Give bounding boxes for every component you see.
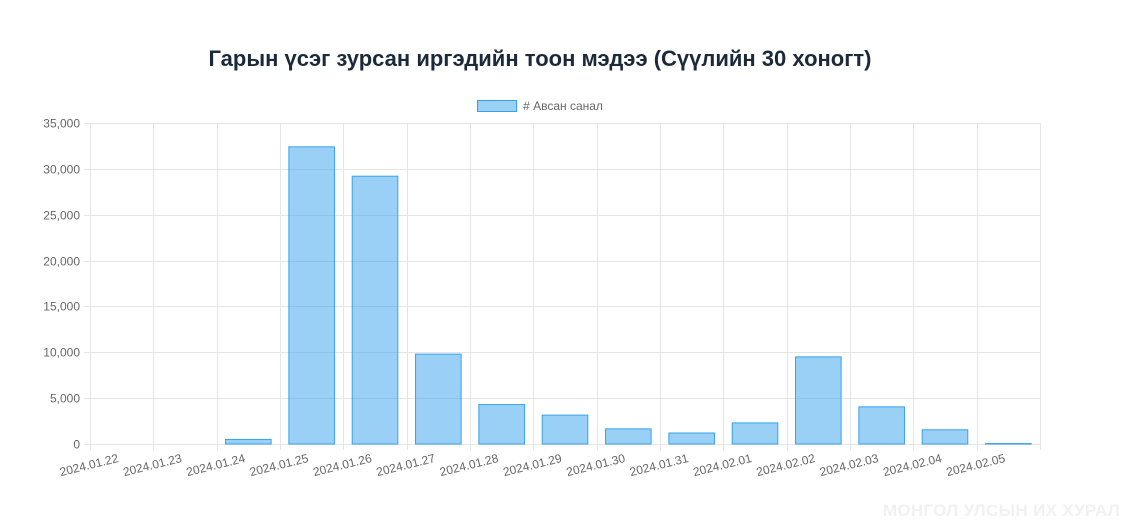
chart-title: Гарын үсэг зурсан иргэдийн тоон мэдээ (С… (208, 46, 872, 71)
bar (415, 353, 462, 445)
x-tick-label: 2024.02.01 (692, 451, 754, 479)
x-tick-label: 2024.01.27 (375, 451, 437, 479)
y-tick-label: 15,000 (43, 300, 80, 314)
bar (921, 429, 969, 445)
y-tick-label: 30,000 (43, 163, 80, 177)
bar (478, 404, 525, 445)
x-tick-label: 2024.01.26 (312, 451, 374, 479)
y-tick-label: 0 (73, 438, 80, 452)
bar (288, 146, 335, 445)
legend-label: # Авсан санал (523, 99, 603, 113)
x-tick-label: 2024.01.24 (185, 451, 247, 479)
watermark: МОНГОЛ УЛСЫН ИХ ХУРАЛ (882, 501, 1120, 520)
y-tick-label: 35,000 (43, 117, 80, 131)
x-tick-label: 2024.02.04 (882, 451, 944, 479)
x-tick-label: 2024.01.25 (248, 451, 310, 479)
bars (225, 146, 1032, 445)
bar (731, 422, 779, 445)
x-tick-label: 2024.01.30 (565, 451, 627, 479)
x-tick-label: 2024.01.22 (58, 451, 120, 479)
bar (795, 356, 842, 445)
legend-swatch (477, 100, 518, 112)
y-tick-labels: 0 5,000 10,000 15,000 20,000 25,000 30,000 35,0… (43, 117, 80, 452)
x-tick-label: 2024.01.29 (502, 451, 564, 479)
x-tick-label: 2024.02.02 (755, 451, 817, 479)
x-tick-label: 2024.01.28 (438, 451, 500, 479)
grid-lines (84, 123, 1041, 450)
y-tick-label: 10,000 (43, 346, 80, 360)
x-tick-label: 2024.01.23 (122, 451, 184, 479)
bar (668, 432, 715, 445)
bar (225, 438, 272, 445)
x-tick-label: 2024.01.31 (628, 451, 690, 479)
x-tick-labels: 2024.01.22 2024.01.23 2024.01.24 2024.01.25… (58, 451, 1007, 479)
y-tick-label: 5,000 (50, 392, 80, 406)
bar (605, 428, 652, 445)
y-tick-label: 20,000 (43, 255, 80, 269)
bar (351, 175, 399, 445)
bar (541, 414, 589, 445)
x-tick-label: 2024.02.03 (818, 451, 880, 479)
y-tick-label: 25,000 (43, 209, 80, 223)
x-tick-label: 2024.02.05 (945, 451, 1007, 479)
bar (858, 406, 905, 445)
chart-legend[interactable]: # Авсан санал (0, 99, 1080, 113)
